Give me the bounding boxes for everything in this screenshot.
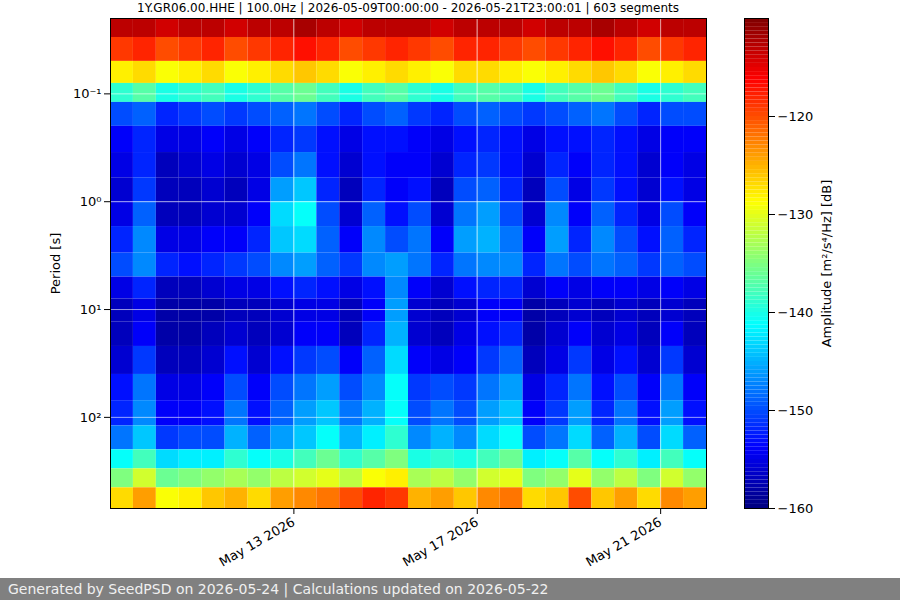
svg-text:May 21 2026: May 21 2026 [583,514,664,569]
svg-text:10⁰: 10⁰ [80,194,102,209]
svg-text:−120: −120 [778,109,814,124]
svg-text:Period [s]: Period [s] [48,233,63,295]
svg-text:−150: −150 [778,403,814,418]
svg-text:10¹: 10¹ [80,302,102,317]
svg-text:−130: −130 [778,207,814,222]
svg-text:May 17 2026: May 17 2026 [400,514,481,569]
svg-text:10⁻¹: 10⁻¹ [73,86,102,101]
svg-text:10²: 10² [80,410,102,425]
svg-text:May 13 2026: May 13 2026 [217,514,298,569]
html-text:1Y.GR06.00.HHE | 100.0Hz | 202: 1Y.GR06.00.HHE | 100.0Hz | 2026-05-09T00… [137,1,679,15]
svg-text:Amplitude [m²/s⁴/Hz] [dB]: Amplitude [m²/s⁴/Hz] [dB] [819,180,834,348]
html-text:Generated by SeedPSD on 2026-0: Generated by SeedPSD on 2026-05-24 | Cal… [8,581,549,597]
svg-text:−140: −140 [778,305,814,320]
svg-text:−160: −160 [778,501,814,516]
